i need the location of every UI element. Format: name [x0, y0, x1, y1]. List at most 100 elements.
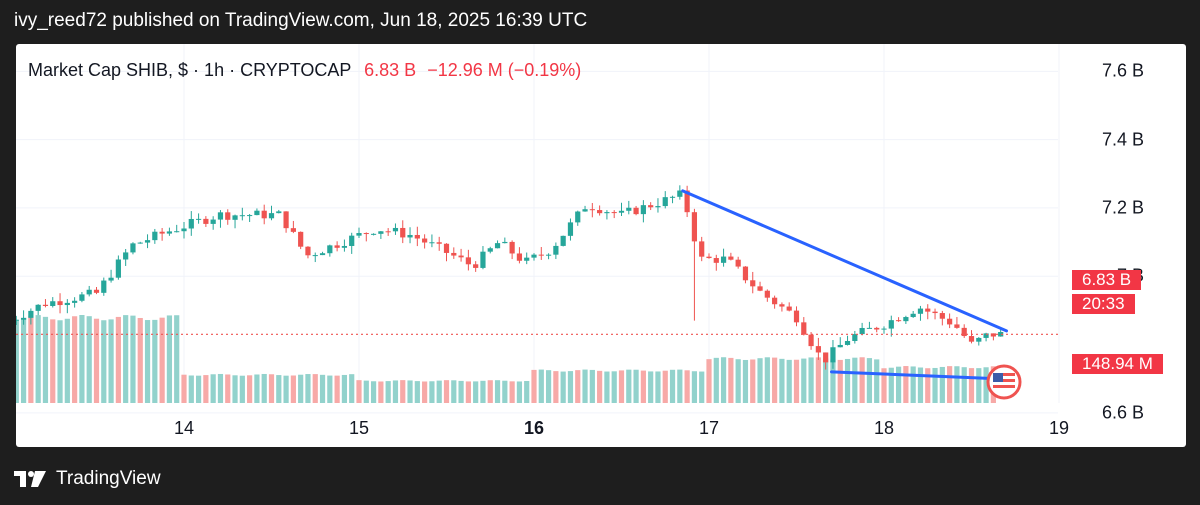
candle-body: [50, 301, 56, 306]
volume-bar: [312, 374, 318, 403]
volume-bar: [429, 381, 435, 403]
candle-body: [327, 245, 333, 254]
volume-bar: [815, 357, 821, 403]
volume-bar: [728, 357, 734, 403]
candle-body: [925, 308, 931, 312]
volume-bar: [239, 375, 245, 403]
candle-body: [728, 256, 734, 260]
volume-bar: [589, 369, 595, 403]
volume-bar: [699, 371, 705, 403]
candle-body: [866, 327, 873, 329]
y-tick-label: 7.6 B: [1101, 60, 1144, 81]
volume-bar: [101, 320, 107, 403]
volume-bar: [487, 380, 493, 403]
volume-bar: [925, 368, 931, 403]
candle-body: [684, 190, 690, 213]
candle-body: [268, 213, 275, 219]
candle-body: [363, 233, 369, 235]
candle-body: [910, 313, 916, 318]
chart-panel[interactable]: Market Cap SHIB, $ · 1h · CRYPTOCAP 6.83…: [16, 44, 1186, 447]
candle-body: [575, 211, 581, 223]
x-tick-label: 18: [873, 418, 895, 438]
candle-body: [604, 212, 610, 214]
candle-body: [217, 212, 224, 220]
candle-body: [195, 218, 202, 220]
volume-bar: [137, 317, 143, 403]
candle-body: [691, 212, 698, 242]
candle-body: [137, 242, 143, 244]
candlestick-chart[interactable]: [16, 44, 1186, 447]
candle-body: [553, 245, 559, 255]
candle-body: [786, 306, 792, 311]
candle-body: [954, 324, 960, 328]
candle-body: [917, 308, 924, 314]
candle-body: [793, 310, 800, 323]
candle-body: [378, 231, 384, 234]
volume-bar: [436, 380, 442, 403]
volume-bar: [188, 375, 194, 403]
volume-bar: [669, 369, 676, 403]
candle-body: [779, 304, 785, 307]
candle-body: [458, 255, 464, 258]
volume-bar: [319, 374, 326, 403]
volume-bar: [567, 371, 574, 403]
candle-body: [888, 320, 894, 329]
y-tick-label: 7.4 B: [1101, 129, 1144, 150]
volume-bar: [604, 371, 610, 403]
price-axis[interactable]: 7.6 B7.4 B7.2 B7 B6.6 B: [1058, 44, 1186, 447]
volume-bar: [713, 357, 719, 403]
candle-body: [115, 259, 121, 278]
candle-body: [341, 245, 348, 248]
candle-body: [597, 210, 603, 214]
volume-bar: [553, 371, 559, 403]
volume-bar: [473, 381, 479, 403]
volume-bar: [954, 366, 960, 403]
volume-bar: [210, 374, 216, 403]
candle-body: [823, 352, 829, 363]
volume-bar: [123, 315, 129, 403]
volume-bar: [480, 380, 486, 403]
candle-body: [356, 233, 362, 236]
volume-bar: [684, 370, 690, 403]
candle-body: [998, 331, 1004, 337]
candle-body: [524, 257, 530, 261]
candle-body: [57, 301, 63, 306]
candle-body: [436, 242, 442, 244]
candle-body: [801, 322, 807, 335]
candle-body: [669, 196, 676, 198]
volume-bar: [283, 375, 289, 403]
candle-body: [968, 336, 975, 342]
volume-bar: [370, 381, 377, 403]
candle-body: [72, 300, 78, 303]
candle-body: [174, 231, 180, 233]
candle-body: [699, 241, 705, 257]
candle-body: [808, 334, 814, 347]
volume-bar: [349, 374, 355, 403]
candle-body: [298, 231, 304, 247]
volume-bar: [35, 315, 41, 403]
candle-body: [203, 218, 209, 224]
volume-bar: [392, 380, 399, 403]
volume-bar: [808, 357, 814, 403]
candle-body: [334, 245, 340, 248]
volume-bar: [881, 368, 887, 403]
volume-bar: [633, 369, 639, 403]
x-tick-label: 17: [698, 418, 720, 438]
candle-body: [852, 334, 858, 341]
volume-bar: [79, 315, 85, 403]
chart-legend: Market Cap SHIB, $ · 1h · CRYPTOCAP 6.83…: [28, 60, 581, 81]
candle-body: [247, 215, 253, 217]
countdown-tag: 20:33: [1072, 294, 1135, 314]
candle-body: [611, 212, 617, 214]
volume-bar: [268, 374, 275, 403]
flag-icon[interactable]: [984, 362, 1024, 402]
volume-bar: [735, 359, 741, 403]
volume-bar: [414, 381, 420, 403]
candle-body: [815, 346, 821, 353]
candle-body: [655, 206, 661, 208]
volume-bar: [16, 320, 19, 403]
candle-body: [312, 255, 318, 257]
volume-bar: [174, 315, 180, 403]
volume-bar: [560, 371, 566, 403]
volume-bar: [72, 316, 78, 403]
